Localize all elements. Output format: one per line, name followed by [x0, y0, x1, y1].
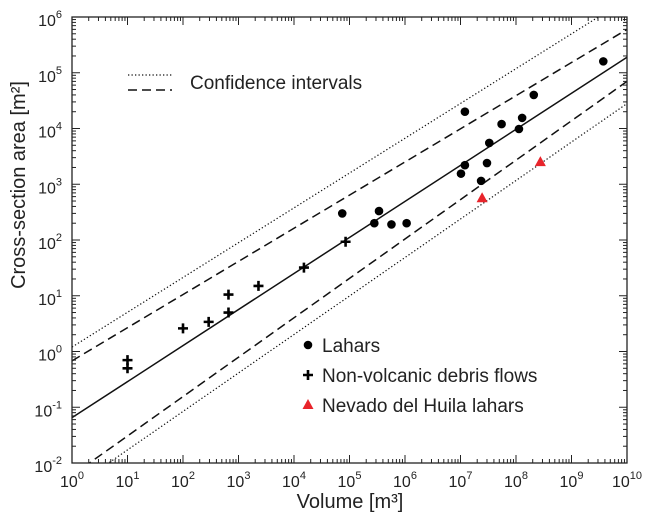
y-tick-label: 101 [38, 288, 62, 309]
y-tick-label: 100 [38, 344, 62, 365]
lahar-point [529, 90, 539, 100]
dashed-interval-line-2 [88, 80, 627, 463]
lahar-point [402, 218, 411, 228]
lahar-point [337, 209, 347, 218]
axis-ticks [71, 17, 627, 464]
lahar-point [476, 176, 486, 186]
x-axis-title: Volume [m³] [297, 491, 404, 513]
y-tick-label: 104 [38, 121, 62, 142]
x-tick-label: 109 [560, 470, 584, 491]
y-axis-title: Cross-section area [m²] [8, 81, 30, 289]
dotted-interval-line-3 [72, 17, 600, 348]
debris-flow-point [178, 323, 188, 334]
data-markers [122, 57, 608, 374]
tick-labels: 100 101 102 103 104 105 106 107 108 109 101010-210… [34, 9, 642, 491]
regression-line-0 [72, 56, 627, 419]
x-tick-label: 107 [449, 470, 473, 491]
lahar-point [460, 160, 470, 170]
debris-flow-point [122, 363, 133, 374]
lahar-point [370, 218, 379, 228]
y-tick-label: 105 [38, 65, 62, 86]
legend-marker-triangle [302, 399, 314, 409]
x-tick-label: 105 [338, 470, 362, 491]
legend-confidence: Confidence intervals [128, 73, 362, 94]
huila-lahar-point [534, 156, 546, 167]
y-tick-label: 10-2 [34, 455, 62, 476]
x-tick-label: 104 [282, 470, 306, 491]
x-tick-label: 102 [171, 470, 195, 491]
lahar-point [598, 57, 608, 66]
legend-confidence-label: Confidence intervals [190, 73, 362, 94]
lahar-point [387, 220, 396, 229]
x-tick-label: 101 [116, 470, 140, 491]
lahar-point [482, 158, 492, 168]
x-tick-label: 1010 [612, 470, 642, 491]
legend-marker-circle [303, 340, 313, 350]
y-tick-label: 102 [38, 232, 62, 253]
lahar-point [514, 124, 524, 134]
debris-flow-point [253, 280, 264, 291]
debris-flow-point [223, 289, 234, 300]
fit-lines [72, 17, 627, 463]
legend-label-circle: Lahars [322, 336, 380, 357]
debris-flow-point [298, 262, 309, 273]
debris-flow-point [223, 307, 234, 318]
legend-label-triangle: Nevado del Huila lahars [322, 396, 524, 417]
legend-marker-plus [303, 370, 313, 380]
x-tick-label: 103 [227, 470, 251, 491]
dashed-interval-line-1 [72, 28, 627, 362]
dotted-interval-line-4 [107, 103, 627, 463]
lahar-point [484, 138, 494, 148]
y-tick-label: 10-1 [34, 399, 62, 420]
lahar-point [460, 107, 470, 117]
huila-lahar-point [476, 192, 488, 203]
y-tick-label: 103 [38, 176, 62, 197]
legend-label-plus: Non-volcanic debris flows [322, 366, 537, 387]
lahar-point [374, 206, 384, 216]
legend-series: Lahars Non-volcanic debris flows Nevado de… [302, 336, 537, 417]
lahar-point [517, 113, 527, 123]
x-tick-label: 100 [60, 470, 84, 491]
debris-flow-point [203, 316, 214, 327]
debris-flow-point [340, 236, 351, 247]
lahar-point [497, 119, 506, 129]
lahar-point [456, 169, 466, 178]
x-tick-label: 106 [393, 470, 417, 491]
y-tick-label: 106 [38, 9, 62, 30]
x-tick-label: 108 [504, 470, 528, 491]
